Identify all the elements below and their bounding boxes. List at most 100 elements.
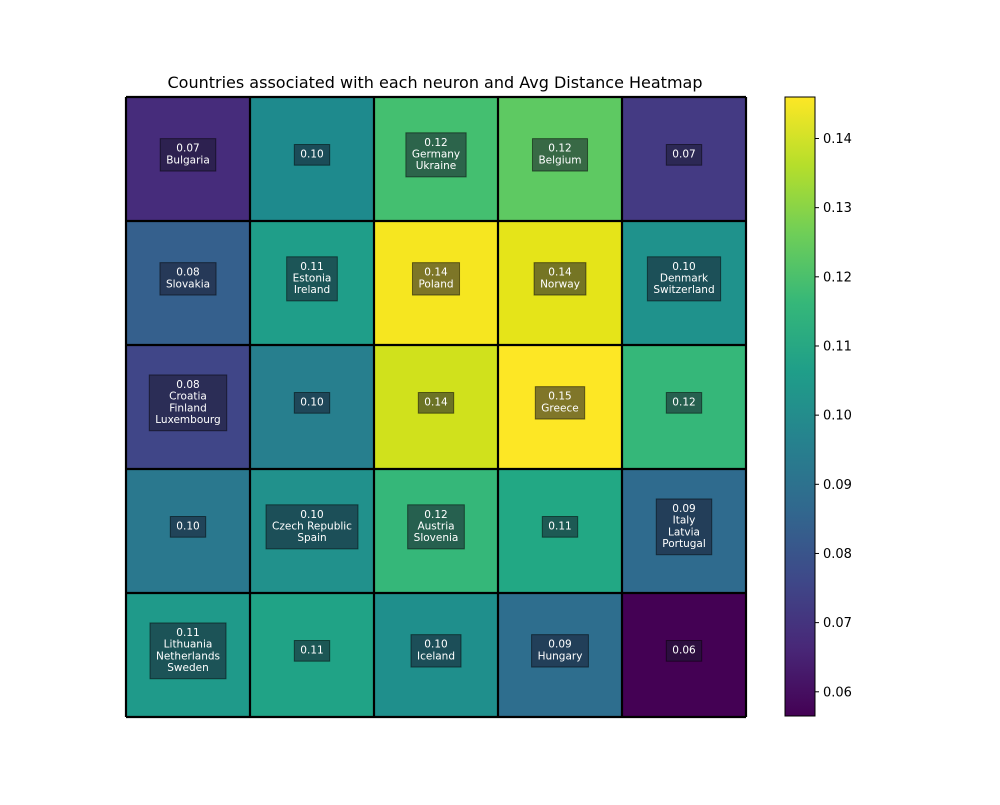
cell-country-label: Bulgaria — [166, 154, 210, 166]
cell-country-label: Latvia — [668, 526, 700, 538]
cell-country-label: Poland — [418, 278, 453, 290]
cell-label-box — [534, 386, 586, 420]
colorbar-tick-label: 0.13 — [823, 201, 852, 216]
cell-label-box — [159, 262, 217, 296]
colorbar-tick-label: 0.10 — [823, 409, 852, 424]
colorbar-tick-label: 0.08 — [823, 547, 852, 562]
cell-value-label: 0.09 — [672, 503, 695, 515]
cell-country-label: Netherlands — [156, 650, 220, 662]
cell-country-label: Ukraine — [416, 160, 457, 172]
cell-country-label: Austria — [417, 521, 454, 533]
cell-label: 0.10 — [293, 392, 331, 414]
cell-country-label: Norway — [540, 278, 580, 290]
heatmap-grid — [124, 95, 748, 719]
cell-value-label: 0.10 — [672, 261, 695, 273]
cell-label: 0.10 — [169, 516, 207, 538]
cell-label-box — [159, 138, 217, 172]
cell-country-label: Germany — [412, 149, 460, 161]
colorbar-tick-label: 0.07 — [823, 616, 852, 631]
cell-label-box — [286, 256, 338, 302]
cell-country-label: Hungary — [538, 650, 583, 662]
cell-label-box — [169, 516, 207, 538]
cell-value-label: 0.10 — [300, 509, 323, 521]
cell-country-label: Italy — [673, 515, 696, 527]
cell-country-label: Slovenia — [414, 532, 459, 544]
cell-value-label: 0.12 — [424, 509, 447, 521]
cell-value-label: 0.12 — [548, 143, 571, 155]
cell-label-box — [655, 498, 713, 556]
cell-value-label: 0.09 — [548, 639, 571, 651]
cell-label-box — [665, 144, 703, 166]
cell-label-box — [293, 640, 331, 662]
cell-label-box — [149, 622, 227, 680]
colorbar: 0.06 0.07 0.08 0.09 0.10 0.11 0.12 0.13 0.14 — [784, 96, 852, 717]
cell-country-label: Ireland — [294, 284, 330, 296]
cell-country-label: Sweden — [167, 662, 209, 674]
cell-value-label: 0.14 — [424, 267, 448, 279]
chart-title: Countries associated with each neuron an… — [168, 73, 703, 92]
cell-label-box — [541, 516, 579, 538]
cell-country-label: Czech Republic — [272, 521, 352, 533]
cell-country-label: Spain — [297, 532, 326, 544]
cell-value-label: 0.10 — [300, 397, 323, 409]
cell-value-label: 0.10 — [300, 149, 323, 161]
cell-label-box — [531, 634, 589, 668]
cell-country-label: Slovakia — [166, 278, 210, 290]
colorbar-gradient — [784, 96, 816, 717]
cell-label: 0.12 — [665, 392, 703, 414]
cell-value-label: 0.08 — [176, 267, 199, 279]
cell-value-label: 0.10 — [424, 639, 447, 651]
cell-value-label: 0.11 — [300, 645, 323, 657]
cell-country-label: Greece — [541, 402, 578, 414]
cell-label-box — [265, 504, 359, 550]
cell-country-label: Finland — [169, 402, 207, 414]
cell-value-label: 0.14 — [548, 267, 572, 279]
cell-label: 0.11 — [293, 640, 331, 662]
cell-label: 0.14 — [417, 392, 455, 414]
cell-label-box — [410, 634, 462, 668]
cell-country-label: Belgium — [538, 154, 581, 166]
cell-country-label: Lithuania — [164, 639, 213, 651]
colorbar-tick-label: 0.11 — [823, 339, 852, 354]
cell-label-box — [665, 392, 703, 414]
cell-value-label: 0.06 — [672, 645, 696, 657]
cell-value-label: 0.07 — [672, 149, 695, 161]
cell-label-box — [411, 262, 461, 296]
cell-value-label: 0.11 — [300, 261, 323, 273]
cell-label: 0.07 — [665, 144, 703, 166]
cell-value-label: 0.12 — [424, 137, 447, 149]
cell-country-label: Portugal — [662, 538, 706, 550]
cell-label-box — [405, 132, 467, 178]
cell-value-label: 0.08 — [176, 379, 199, 391]
cell-country-label: Switzerland — [653, 284, 714, 296]
cell-country-label: Iceland — [417, 650, 455, 662]
cell-country-label: Estonia — [293, 273, 332, 285]
cell-country-label: Luxembourg — [155, 414, 220, 426]
cell-country-label: Denmark — [660, 273, 709, 285]
cell-value-label: 0.14 — [424, 397, 448, 409]
cell-value-label: 0.12 — [672, 397, 695, 409]
cell-value-label: 0.10 — [176, 521, 199, 533]
cell-value-label: 0.11 — [176, 627, 199, 639]
cell-label: 0.11 — [541, 516, 579, 538]
colorbar-tick-label: 0.14 — [823, 132, 852, 147]
cell-value-label: 0.15 — [548, 391, 571, 403]
cell-label: 0.10 — [293, 144, 331, 166]
cell-label-box — [417, 392, 455, 414]
cell-label-box — [293, 392, 331, 414]
cell-label-box — [148, 374, 228, 432]
